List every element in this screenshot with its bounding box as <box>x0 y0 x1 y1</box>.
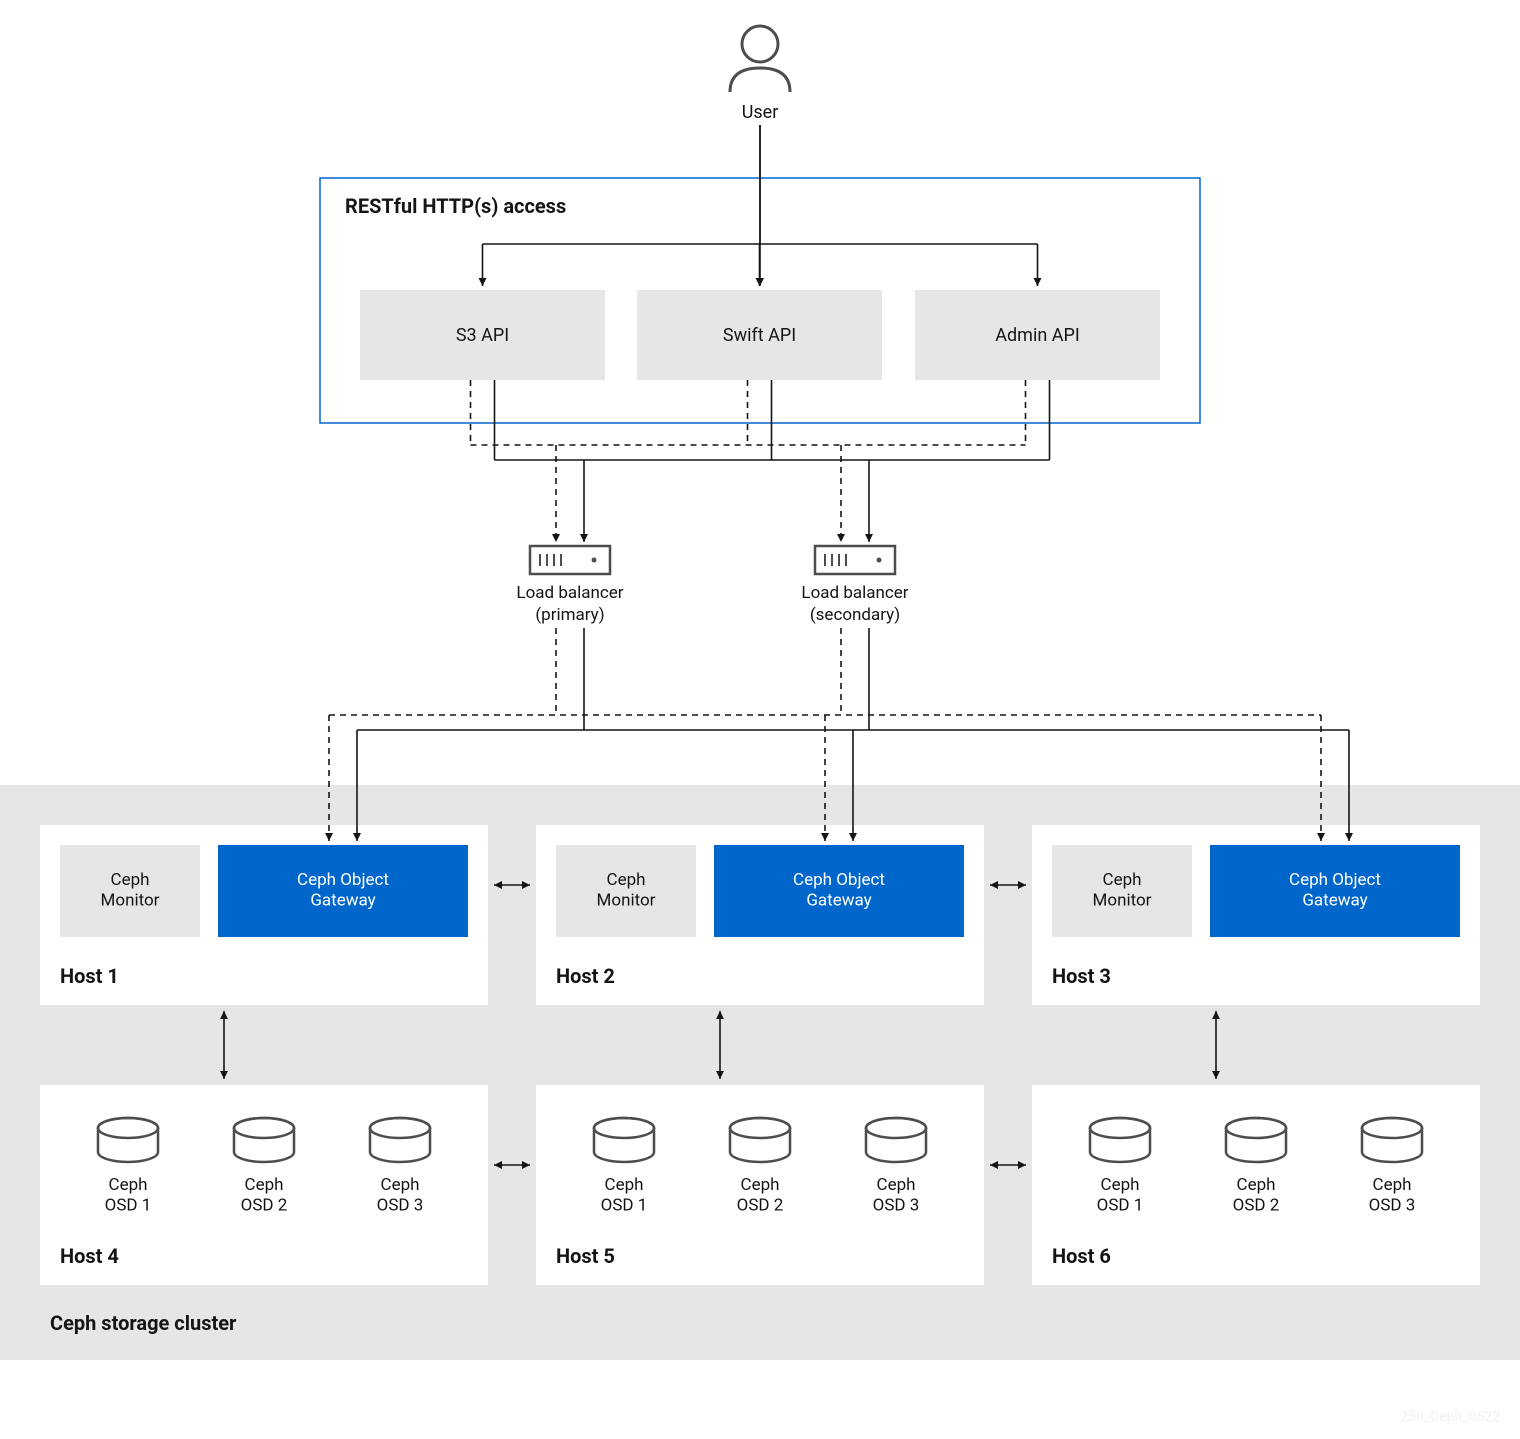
host-label-host4: Host 4 <box>60 1244 119 1268</box>
gateway-label-host1: Ceph ObjectGateway <box>297 870 389 910</box>
api-label-swift: Swift API <box>723 325 796 346</box>
gateway-label-host3: Ceph ObjectGateway <box>1289 870 1381 910</box>
lb-label-primary-1: Load balancer <box>516 583 623 603</box>
ceph-architecture-diagram: Ceph storage cluster User RESTful HTTP(s) … <box>0 0 1520 1439</box>
lb-label-secondary-1: Load balancer <box>801 583 908 603</box>
api-label-admin: Admin API <box>995 325 1079 346</box>
host-label-host6: Host 6 <box>1052 1244 1111 1268</box>
user-icon: User <box>730 26 790 123</box>
disk-icon <box>1362 1118 1422 1162</box>
osd-label-host4-1: CephOSD 1 <box>105 1175 152 1215</box>
user-label: User <box>742 102 779 123</box>
host-label-host1: Host 1 <box>60 964 119 988</box>
disk-icon <box>370 1118 430 1162</box>
osd-label-host4-2: CephOSD 2 <box>241 1175 288 1215</box>
load-balancer-icon <box>815 546 895 574</box>
osd-label-host6-3: CephOSD 3 <box>1369 1175 1416 1215</box>
disk-icon <box>1226 1118 1286 1162</box>
osd-label-host4-3: CephOSD 3 <box>377 1175 424 1215</box>
cluster-title: Ceph storage cluster <box>50 1311 237 1335</box>
host-label-host3: Host 3 <box>1052 964 1111 988</box>
lb-label-secondary-2: (secondary) <box>810 605 900 625</box>
disk-icon <box>730 1118 790 1162</box>
watermark: 250_Ceph_0522 <box>1400 1409 1500 1425</box>
osd-label-host5-2: CephOSD 2 <box>737 1175 784 1215</box>
osd-label-host6-2: CephOSD 2 <box>1233 1175 1280 1215</box>
host-label-host2: Host 2 <box>556 964 615 988</box>
host-label-host5: Host 5 <box>556 1244 615 1268</box>
rest-box-title: RESTful HTTP(s) access <box>345 194 566 218</box>
load-balancer-icon <box>530 546 610 574</box>
disk-icon <box>1090 1118 1150 1162</box>
gateway-label-host2: Ceph ObjectGateway <box>793 870 885 910</box>
disk-icon <box>866 1118 926 1162</box>
lb-label-primary-2: (primary) <box>535 605 604 625</box>
disk-icon <box>234 1118 294 1162</box>
osd-label-host5-1: CephOSD 1 <box>601 1175 648 1215</box>
osd-label-host6-1: CephOSD 1 <box>1097 1175 1144 1215</box>
api-label-s3: S3 API <box>456 325 509 346</box>
disk-icon <box>98 1118 158 1162</box>
osd-label-host5-3: CephOSD 3 <box>873 1175 920 1215</box>
disk-icon <box>594 1118 654 1162</box>
